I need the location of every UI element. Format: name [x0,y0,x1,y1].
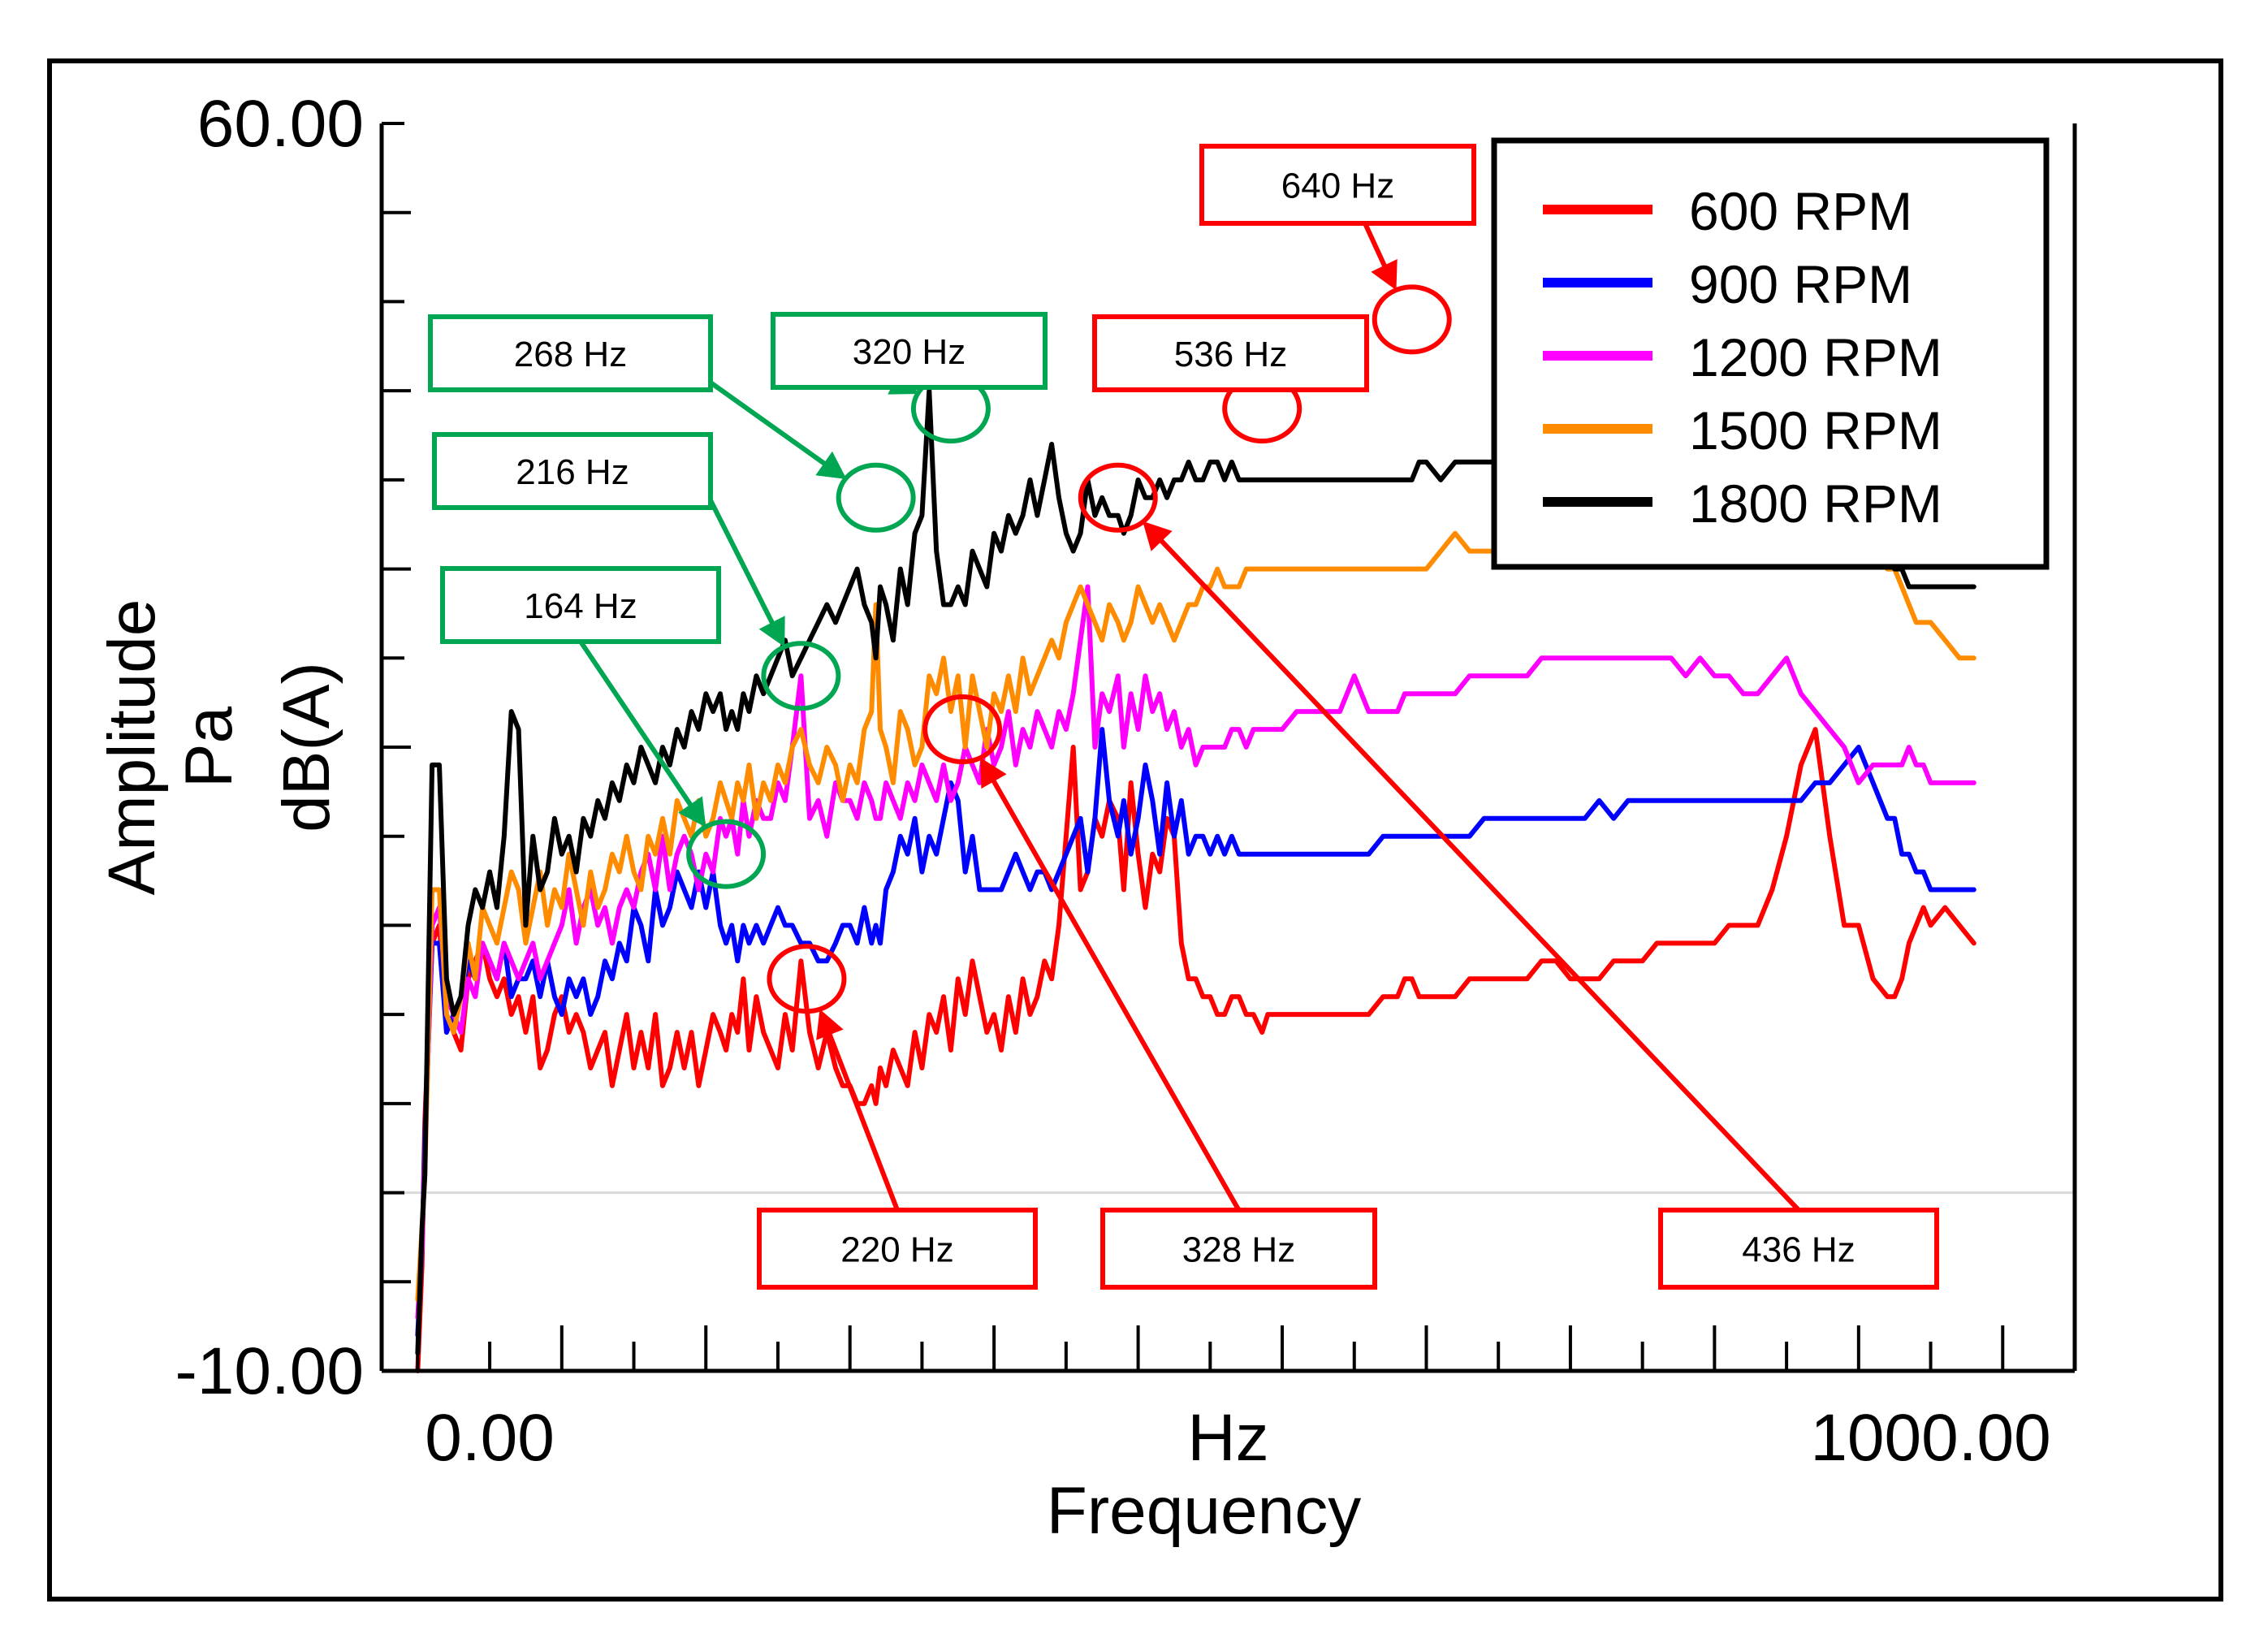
series-line-1200-rpm [415,584,1976,1321]
annotation-box [771,312,1048,390]
legend-entry: 900 RPM [1543,254,1912,314]
annotation-label: 164 Hz [524,586,637,626]
peak-marker-ellipse [767,944,847,1014]
annotation-328-hz: 328 Hz [922,694,1377,1290]
annotation-box [428,314,713,392]
series-line-900-rpm [415,727,1976,1338]
annotation-164-hz: 164 Hz [440,566,767,889]
annotation-220-hz: 220 Hz [757,944,1038,1290]
legend-label: 1500 RPM [1689,400,1942,460]
annotation-arrow-head [1143,521,1173,551]
annotation-label: 268 Hz [514,335,627,374]
annotation-label: 640 Hz [1281,166,1394,206]
annotation-label: 436 Hz [1742,1230,1855,1270]
annotation-label: 328 Hz [1182,1230,1295,1270]
y-axis-title-line: Pa [172,706,246,788]
x-tick-label: 1000.00 [1810,1401,2050,1475]
annotation-320-hz: 320 Hz [771,312,1048,444]
peak-marker-ellipse [836,462,916,533]
annotation-label: 320 Hz [853,332,966,372]
annotation-268-hz: 268 Hz [428,314,916,533]
annotation-536-hz: 536 Hz [1092,314,1369,444]
annotation-arrow-line [709,380,831,469]
y-tick-label: 60.00 [197,87,364,161]
peak-marker-ellipse [686,819,767,889]
annotation-label: 220 Hz [840,1230,953,1270]
annotation-arrow-head [980,757,1007,789]
legend-label: 900 RPM [1689,254,1912,314]
annotation-arrow-line [1363,222,1389,273]
annotation-box [757,1208,1038,1290]
annotation-arrow-line [578,640,697,811]
peak-marker-ellipse [922,694,1003,765]
annotation-box [1658,1208,1939,1290]
annotation-arrow-head [758,616,785,647]
annotation-label: 536 Hz [1174,335,1287,374]
peak-marker-ellipse [761,641,841,711]
legend-entry: 600 RPM [1543,181,1912,241]
x-axis-title: Frequency [1047,1474,1361,1548]
y-tick-label: -10.00 [175,1334,364,1408]
annotation-layer: 640 Hz 536 Hz 320 Hz 268 Hz 216 Hz 164 Hz 220 … [428,144,1939,1290]
annotation-arrow-head [1371,258,1398,291]
annotation-arrow-line [708,499,777,629]
legend: 600 RPM 900 RPM 1200 RPM 1500 RPM 1800 RPM [1491,137,2050,570]
series-line-600-rpm [415,727,1976,1373]
y-axis-title-line: dB(A) [270,662,343,832]
legend-label: 600 RPM [1689,181,1912,241]
peak-marker-ellipse [1078,462,1158,533]
peak-marker-ellipse [1372,284,1452,355]
legend-entry: 1200 RPM [1543,327,1942,387]
figure-frame [47,58,2223,1602]
legend-entry: 1500 RPM [1543,400,1942,460]
x-axis-unit: Hz [1187,1401,1268,1475]
annotation-640-hz: 640 Hz [1199,144,1476,355]
annotation-box [1092,314,1369,392]
annotation-arrow-line [825,1027,900,1212]
annotation-label: 216 Hz [516,452,629,492]
annotation-box [440,566,721,644]
annotation-arrow-head [816,1009,844,1040]
annotation-box [1199,144,1476,226]
y-axis-title-line: Amplitude [95,599,169,896]
legend-label: 1200 RPM [1689,327,1942,387]
annotation-arrow-head [815,451,847,479]
x-tick-label: 0.00 [425,1401,555,1475]
annotation-arrow-line [1155,534,1801,1213]
annotation-216-hz: 216 Hz [432,432,841,711]
annotation-436-hz: 436 Hz [1078,462,1939,1290]
legend-label: 1800 RPM [1689,473,1942,534]
annotation-arrow-line [988,774,1242,1212]
annotation-box [1100,1208,1377,1290]
annotation-arrow-head [678,796,706,828]
annotation-box [432,432,713,510]
legend-entry: 1800 RPM [1543,473,1942,534]
